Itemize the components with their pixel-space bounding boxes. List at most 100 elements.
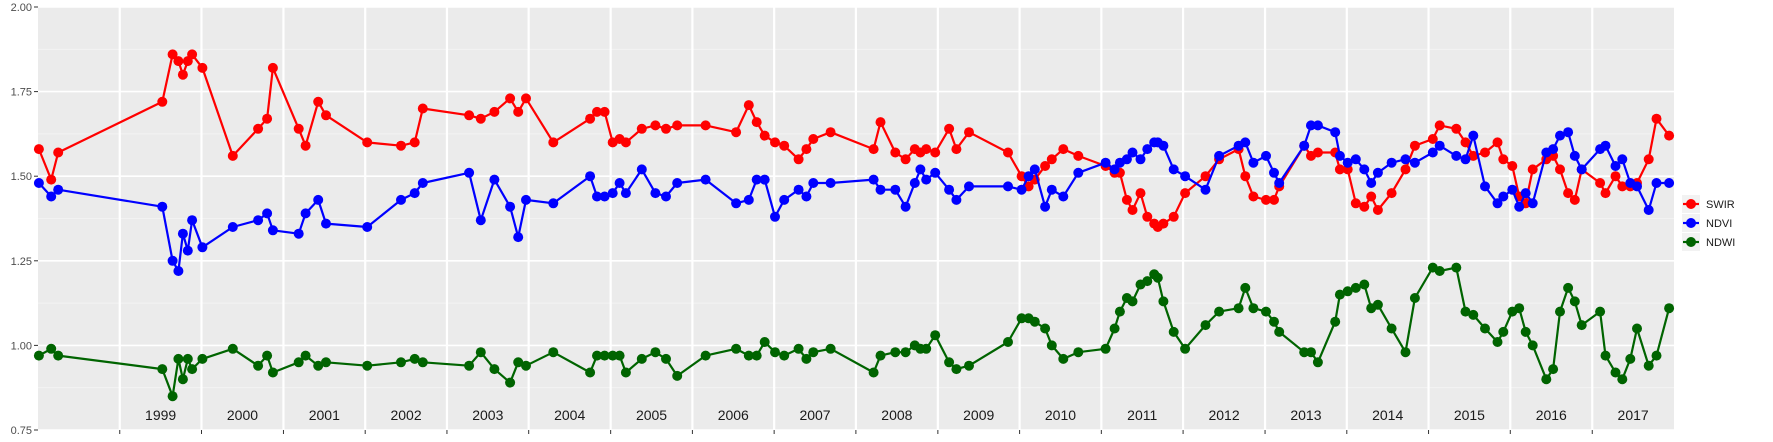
- swir-point: [1498, 154, 1509, 165]
- ndvi-point: [1569, 150, 1580, 161]
- ndvi-point: [1651, 178, 1662, 188]
- series-ndvi: [33, 120, 1675, 276]
- ndvi-point: [1610, 161, 1621, 171]
- swir-point: [1121, 194, 1132, 205]
- ndvi-point: [825, 178, 836, 188]
- swir-point: [1617, 181, 1628, 192]
- ndvi-point: [1366, 178, 1377, 188]
- year-label: 2008: [881, 407, 912, 423]
- legend-key-point: [1686, 218, 1696, 228]
- ndwi-point: [951, 364, 962, 375]
- swir-point: [900, 154, 911, 165]
- ndwi-point: [751, 350, 762, 361]
- ndvi-point: [177, 228, 188, 239]
- year-label: 2012: [1208, 407, 1239, 423]
- ndvi-point: [1023, 171, 1034, 182]
- swir-point: [1610, 171, 1621, 182]
- ndwi-point: [620, 367, 631, 378]
- year-label: 2011: [1127, 407, 1157, 423]
- swir-point: [1003, 147, 1013, 158]
- ndwi-point: [779, 350, 790, 361]
- legend-item-ndwi: NDWI: [1682, 233, 1735, 251]
- ndvi-point: [1514, 201, 1525, 212]
- ndwi-point: [46, 343, 57, 354]
- swir-point: [620, 137, 631, 148]
- swir-point: [417, 103, 428, 114]
- series-ndwi: [33, 262, 1675, 402]
- swir-point: [173, 56, 184, 67]
- swir-point: [964, 127, 974, 138]
- ndvi-point: [1617, 154, 1628, 165]
- ndvi-point: [1240, 137, 1251, 148]
- ndwi-point: [417, 357, 428, 368]
- year-label: 2000: [227, 407, 258, 423]
- ndwi-point: [33, 350, 44, 361]
- swir-point: [1046, 154, 1057, 165]
- swir-point: [890, 147, 901, 158]
- swir-point: [801, 144, 812, 155]
- ndvi-point: [1214, 150, 1225, 161]
- ndvi-point: [1330, 127, 1341, 138]
- ndvi-point: [548, 198, 559, 209]
- ndvi-point: [1498, 191, 1509, 202]
- ndvi-point: [1003, 181, 1013, 192]
- swir-point: [779, 140, 790, 151]
- y-tick-label: 1.25: [11, 256, 32, 268]
- ndwi-point: [731, 343, 742, 354]
- ndvi-point: [900, 201, 911, 212]
- ndwi-point: [808, 347, 819, 358]
- grid-lines: [38, 6, 1674, 431]
- ndwi-point: [592, 350, 602, 361]
- ndvi-point: [592, 191, 602, 202]
- ndvi-point: [607, 188, 618, 199]
- ndvi-point: [1029, 164, 1040, 175]
- swir-point: [293, 123, 304, 134]
- ndwi-point: [1664, 303, 1675, 314]
- ndvi-point: [513, 232, 524, 243]
- swir-point: [489, 106, 500, 117]
- ndvi-point: [267, 225, 278, 236]
- ndvi-point: [1058, 191, 1069, 202]
- ndwi-point: [614, 350, 625, 361]
- ndwi-point: [1214, 306, 1225, 317]
- swir-point: [731, 127, 742, 138]
- swir-point: [1427, 134, 1438, 144]
- legend: SWIR NDVI NDWI: [1682, 195, 1735, 251]
- ndwi-point: [661, 353, 671, 364]
- ndvi-point: [417, 178, 428, 188]
- swir-point: [1595, 178, 1606, 188]
- swir-point: [1372, 205, 1383, 215]
- swir-point: [636, 123, 647, 134]
- ndwi-point: [1386, 323, 1397, 334]
- ndvi-point: [1468, 130, 1479, 141]
- ndvi-point: [409, 188, 420, 199]
- swir-point: [1350, 198, 1361, 209]
- ndwi-point: [1400, 347, 1411, 358]
- ndwi-point: [607, 350, 618, 361]
- swir-point: [321, 110, 331, 121]
- ndwi-point: [1040, 323, 1051, 334]
- swir-point: [187, 49, 198, 60]
- ndwi-point: [1555, 306, 1565, 317]
- ndwi-point: [1003, 337, 1013, 347]
- year-label: 2014: [1372, 407, 1403, 423]
- swir-point: [1127, 205, 1138, 215]
- ndvi-point: [915, 164, 926, 175]
- ndwi-point: [313, 360, 324, 371]
- swir-point: [1643, 154, 1654, 165]
- ndwi-point: [227, 343, 238, 354]
- ndwi-point: [475, 347, 486, 358]
- swir-point: [1492, 137, 1503, 148]
- swir-point: [1366, 191, 1377, 202]
- ndvi-point: [1527, 198, 1538, 209]
- swir-point: [1555, 164, 1565, 175]
- ndwi-point: [1330, 316, 1341, 327]
- year-label: 2016: [1536, 407, 1567, 423]
- ndwi-point: [1563, 282, 1574, 293]
- ndwi-point: [197, 353, 208, 364]
- swir-point: [1058, 144, 1069, 155]
- ndvi-point: [1261, 150, 1271, 161]
- ndwi-point: [700, 350, 711, 361]
- swir-point: [921, 144, 932, 155]
- ndwi-point: [759, 337, 770, 347]
